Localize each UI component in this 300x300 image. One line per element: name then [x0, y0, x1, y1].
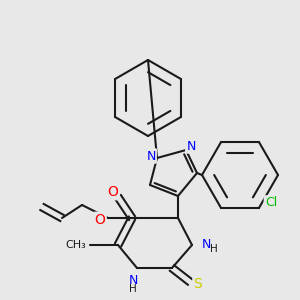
Text: S: S [194, 277, 202, 291]
Text: N: N [146, 149, 156, 163]
Text: O: O [94, 213, 105, 227]
Text: N: N [128, 274, 138, 286]
Text: H: H [129, 284, 137, 294]
Text: H: H [210, 244, 218, 254]
Text: Cl: Cl [265, 196, 277, 209]
Text: O: O [108, 185, 118, 199]
Text: CH₃: CH₃ [66, 240, 86, 250]
Text: N: N [201, 238, 211, 251]
Text: N: N [186, 140, 196, 152]
